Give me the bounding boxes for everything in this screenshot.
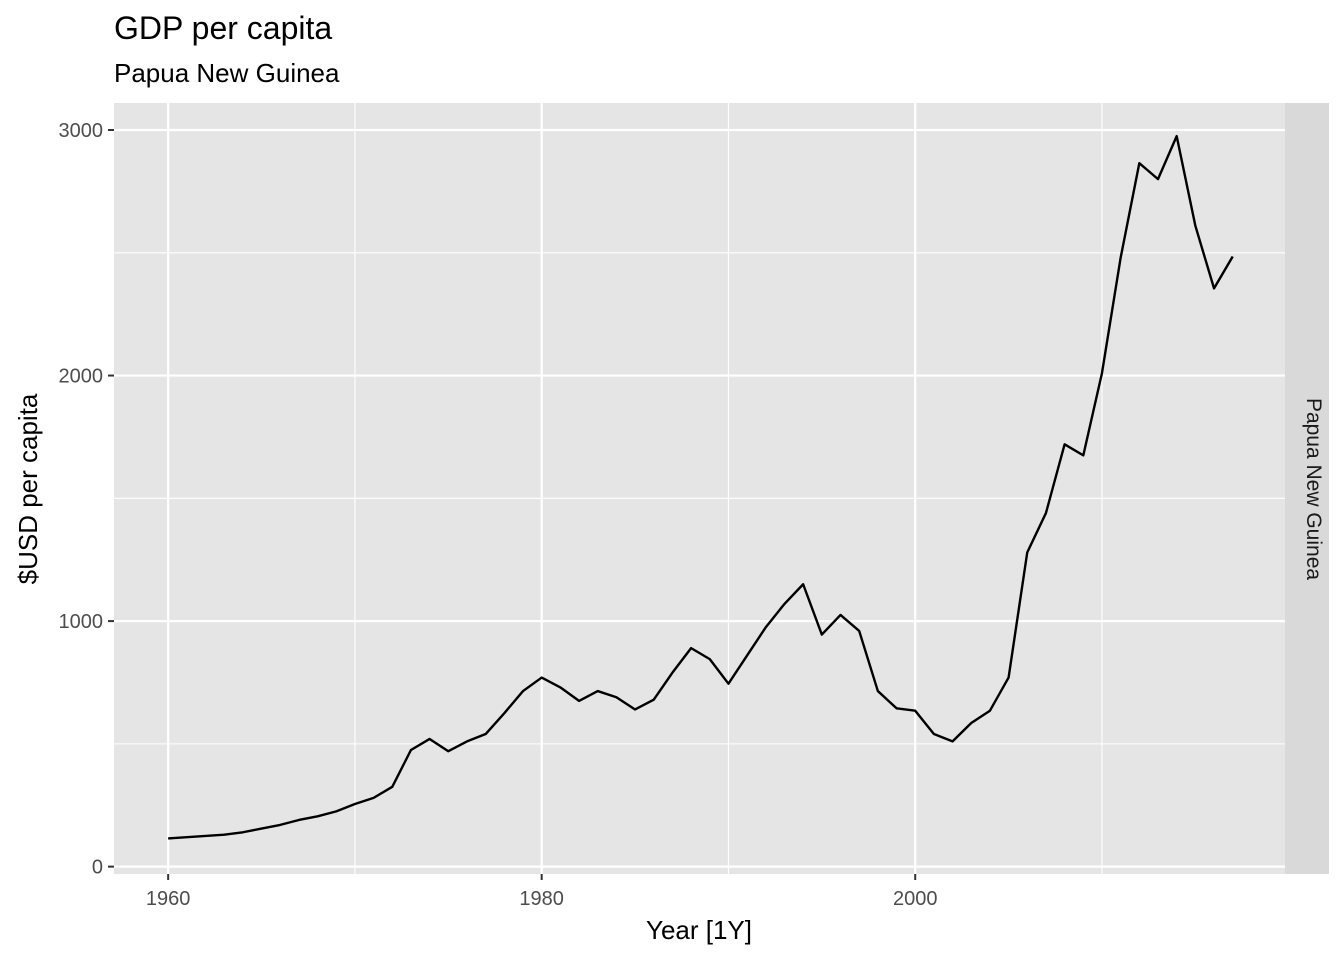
x-axis: 1960 1980 2000 [146,874,938,910]
series-layer [168,134,1234,840]
y-axis: 0 1000 2000 3000 [59,120,114,879]
y-tick-label: 1000 [59,611,104,633]
chart-title: GDP per capita [114,10,332,46]
x-axis-title: Year [1Y] [646,915,752,945]
x-tick-label: 1960 [146,888,191,910]
chart-subtitle: Papua New Guinea [114,58,340,88]
plot-panel [114,103,1285,874]
x-tick-label: 1980 [519,888,564,910]
gdp-series-line [168,134,1234,840]
facet-strip-label: Papua New Guinea [1302,398,1325,580]
major-gridlines [114,103,1285,874]
x-tick-label: 2000 [893,888,938,910]
facet-strip [1285,103,1329,874]
minor-gridlines [114,103,1285,874]
y-tick-label: 2000 [59,366,104,388]
y-tick-label: 0 [92,857,103,879]
y-tick-label: 3000 [59,120,104,142]
y-axis-title: $USD per capita [13,393,43,584]
